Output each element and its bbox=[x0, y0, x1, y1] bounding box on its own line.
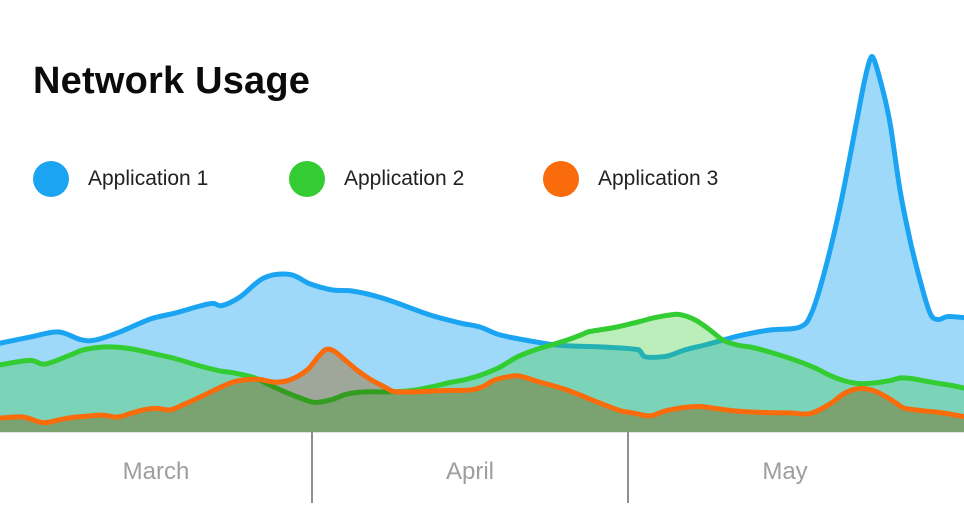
axis-tick-divider-1 bbox=[311, 432, 313, 503]
axis-tick-divider-2 bbox=[627, 432, 629, 503]
series-application-1-area bbox=[0, 56, 964, 433]
chart-title: Network Usage bbox=[33, 60, 311, 102]
series-application-2-line bbox=[0, 311, 964, 405]
x-axis-label-may: May bbox=[762, 458, 808, 485]
legend-label-application-1: Application 1 bbox=[88, 167, 209, 190]
legend-label-application-3: Application 3 bbox=[598, 167, 719, 190]
application-2-color-dot-icon bbox=[289, 161, 325, 197]
series-application-1-line bbox=[0, 53, 964, 360]
legend-item-application-2: Application 2 bbox=[289, 161, 464, 197]
series-application-3-line bbox=[0, 346, 964, 426]
x-axis-label-april: April bbox=[445, 458, 495, 485]
application-3-color-dot-icon bbox=[543, 161, 579, 197]
x-axis-baseline bbox=[0, 432, 964, 433]
application-1-color-dot-icon bbox=[33, 161, 69, 197]
legend-item-application-1: Application 1 bbox=[33, 161, 208, 197]
x-axis-label-march: March bbox=[122, 458, 190, 485]
legend-item-application-3: Application 3 bbox=[543, 161, 718, 197]
legend-label-application-2: Application 2 bbox=[344, 167, 465, 190]
